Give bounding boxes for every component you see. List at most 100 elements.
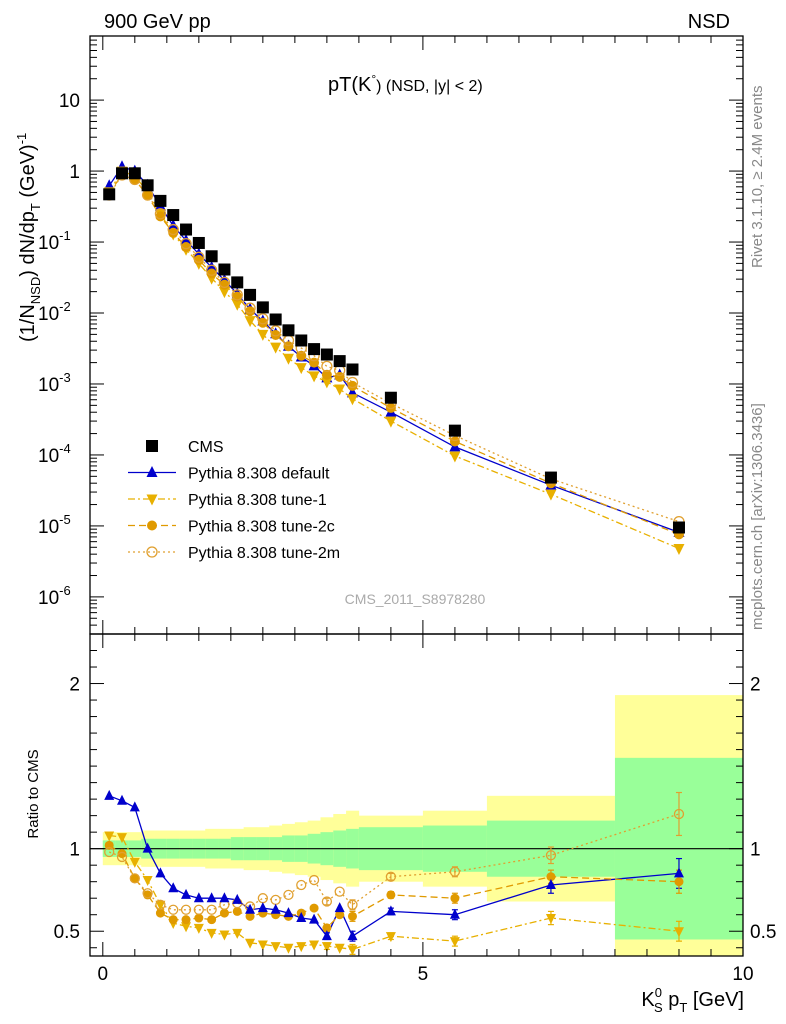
ratio-point-s3-1	[116, 851, 128, 863]
legend-label-0: CMS	[188, 439, 224, 456]
ratio-point-s2-22	[546, 872, 556, 882]
plot-title: pT(K°) (NSD, |y| < 2)	[328, 72, 483, 96]
ratio-xtick-label-2: 10	[732, 964, 753, 985]
main-point-s4-13	[270, 325, 282, 337]
xlabel-c: [GeV]	[687, 989, 744, 1011]
main-point-s0-6	[180, 223, 193, 236]
ratio-point-s2-6	[181, 915, 191, 925]
ratio-point-s1-13	[270, 942, 281, 953]
main-point-s0-20	[384, 391, 397, 404]
main-point-s0-7	[192, 236, 205, 249]
legend-marker-2	[146, 494, 158, 506]
ratio-point-s2-7	[194, 913, 204, 923]
main-point-s0-23	[672, 521, 685, 534]
ratio-point-s1-16	[309, 940, 320, 951]
main-point-s3-5	[168, 227, 179, 238]
ratio-point-s0-16	[309, 913, 320, 924]
plot-title-sup: °	[371, 72, 376, 86]
ratio-point-s1-23	[673, 927, 684, 938]
ratio-point-s2-2	[130, 873, 140, 883]
ratio-series-markers	[104, 789, 685, 956]
main-point-s3-8	[206, 268, 217, 279]
ratio-point-s3-17	[321, 896, 333, 907]
ytick-mant: 10	[38, 233, 59, 254]
main-point-s2-9	[218, 287, 230, 299]
main-point-s0-12	[256, 301, 269, 314]
main-ytick-label-6: 10-5	[38, 512, 71, 538]
rivet-label: Rivet 3.1.10, ≥ 2.4M events	[749, 86, 766, 269]
main-point-s1-8	[206, 260, 218, 272]
main-point-s0-16	[308, 343, 321, 356]
main-ytick-label-3: 10-2	[38, 299, 71, 325]
ratio-point-s3-21	[449, 866, 461, 877]
main-point-s0-4	[154, 194, 167, 207]
ratio-point-s1-19	[347, 945, 358, 956]
ratio-point-s0-9	[219, 892, 230, 903]
ratio-point-s3-8	[206, 904, 217, 915]
ratio-point-s2-21	[450, 893, 460, 903]
main-ytick-label-0: 10	[59, 91, 80, 112]
ratio-point-s1-0	[104, 831, 115, 842]
ratio-point-s1-18	[334, 943, 345, 954]
main-point-s4-17	[321, 360, 333, 373]
main-point-s0-22	[544, 471, 557, 484]
main-point-s2-22	[545, 489, 557, 501]
main-point-s2-13	[270, 342, 282, 354]
main-point-s3-11	[245, 306, 256, 317]
main-point-s4-12	[257, 313, 269, 325]
main-point-s3-12	[257, 317, 268, 328]
xlabel-sup: 0	[655, 985, 662, 1000]
main-point-s2-23	[673, 544, 685, 556]
ratio-point-s0-18	[334, 902, 345, 913]
ratio-point-s1-21	[449, 937, 460, 948]
ratio-point-s3-16	[308, 874, 320, 886]
ratio-point-s0-19	[347, 930, 358, 941]
ratio-point-s3-18	[334, 886, 345, 897]
ratio-point-s1-10	[232, 928, 243, 939]
ratio-xlabel: K0 S pT [GeV]	[641, 985, 744, 1015]
legend-label-3: Pythia 8.308 tune-2c	[188, 519, 335, 536]
main-point-s3-17	[321, 369, 332, 380]
ratio-point-s0-7	[193, 892, 204, 903]
legend-marker-4	[146, 546, 158, 558]
ytick-exp: -6	[59, 583, 71, 598]
ratio-ytick-label-2: 2	[69, 675, 80, 696]
main-series-markers	[103, 160, 685, 556]
main-point-s0-18	[333, 355, 346, 368]
main-point-s0-15	[295, 334, 308, 347]
ratio-point-s2-16	[309, 903, 319, 913]
ratio-point-s1-15	[296, 942, 307, 953]
ratio-point-s3-19	[347, 899, 358, 910]
ratio-point-s1-2	[129, 857, 140, 868]
ratio-xtick-label-1: 5	[418, 964, 429, 985]
main-point-s2-10	[231, 299, 243, 311]
ratio-point-s1-17	[321, 942, 332, 953]
ratio-ytick-label-0: 0.5	[54, 922, 80, 943]
main-point-s2-11	[244, 316, 256, 328]
plot-title-main: pT(K	[328, 74, 372, 96]
legend-marker-3	[147, 520, 157, 531]
ratio-point-s0-10	[232, 893, 243, 904]
ratio-point-s2-18	[335, 910, 345, 920]
main-point-s3-14	[283, 341, 294, 352]
ratio-point-s0-13	[270, 903, 281, 914]
legend-label-4: Pythia 8.308 tune-2m	[188, 545, 340, 562]
ratio-series-line-3	[108, 813, 680, 911]
main-point-s4-19	[346, 376, 359, 389]
ratio-point-s3-15	[296, 879, 307, 891]
ratio-point-s2-4	[155, 908, 165, 918]
main-point-s2-21	[449, 451, 461, 463]
ratio-point-s0-2	[129, 801, 140, 812]
ratio-point-s1-9	[219, 930, 230, 941]
ratio-point-s2-19	[347, 911, 357, 921]
ytick-exp: -5	[59, 512, 71, 527]
main-ytick-label-5: 10-4	[38, 441, 71, 467]
main-point-s0-10	[231, 276, 244, 289]
main-point-s0-3	[141, 179, 154, 192]
main-ylabel-sup: -1	[14, 133, 29, 145]
main-point-s3-21	[449, 436, 460, 447]
legend: CMS Pythia 8.308 default Pythia 8.308 tune…	[128, 439, 340, 562]
main-point-s2-15	[295, 363, 307, 375]
